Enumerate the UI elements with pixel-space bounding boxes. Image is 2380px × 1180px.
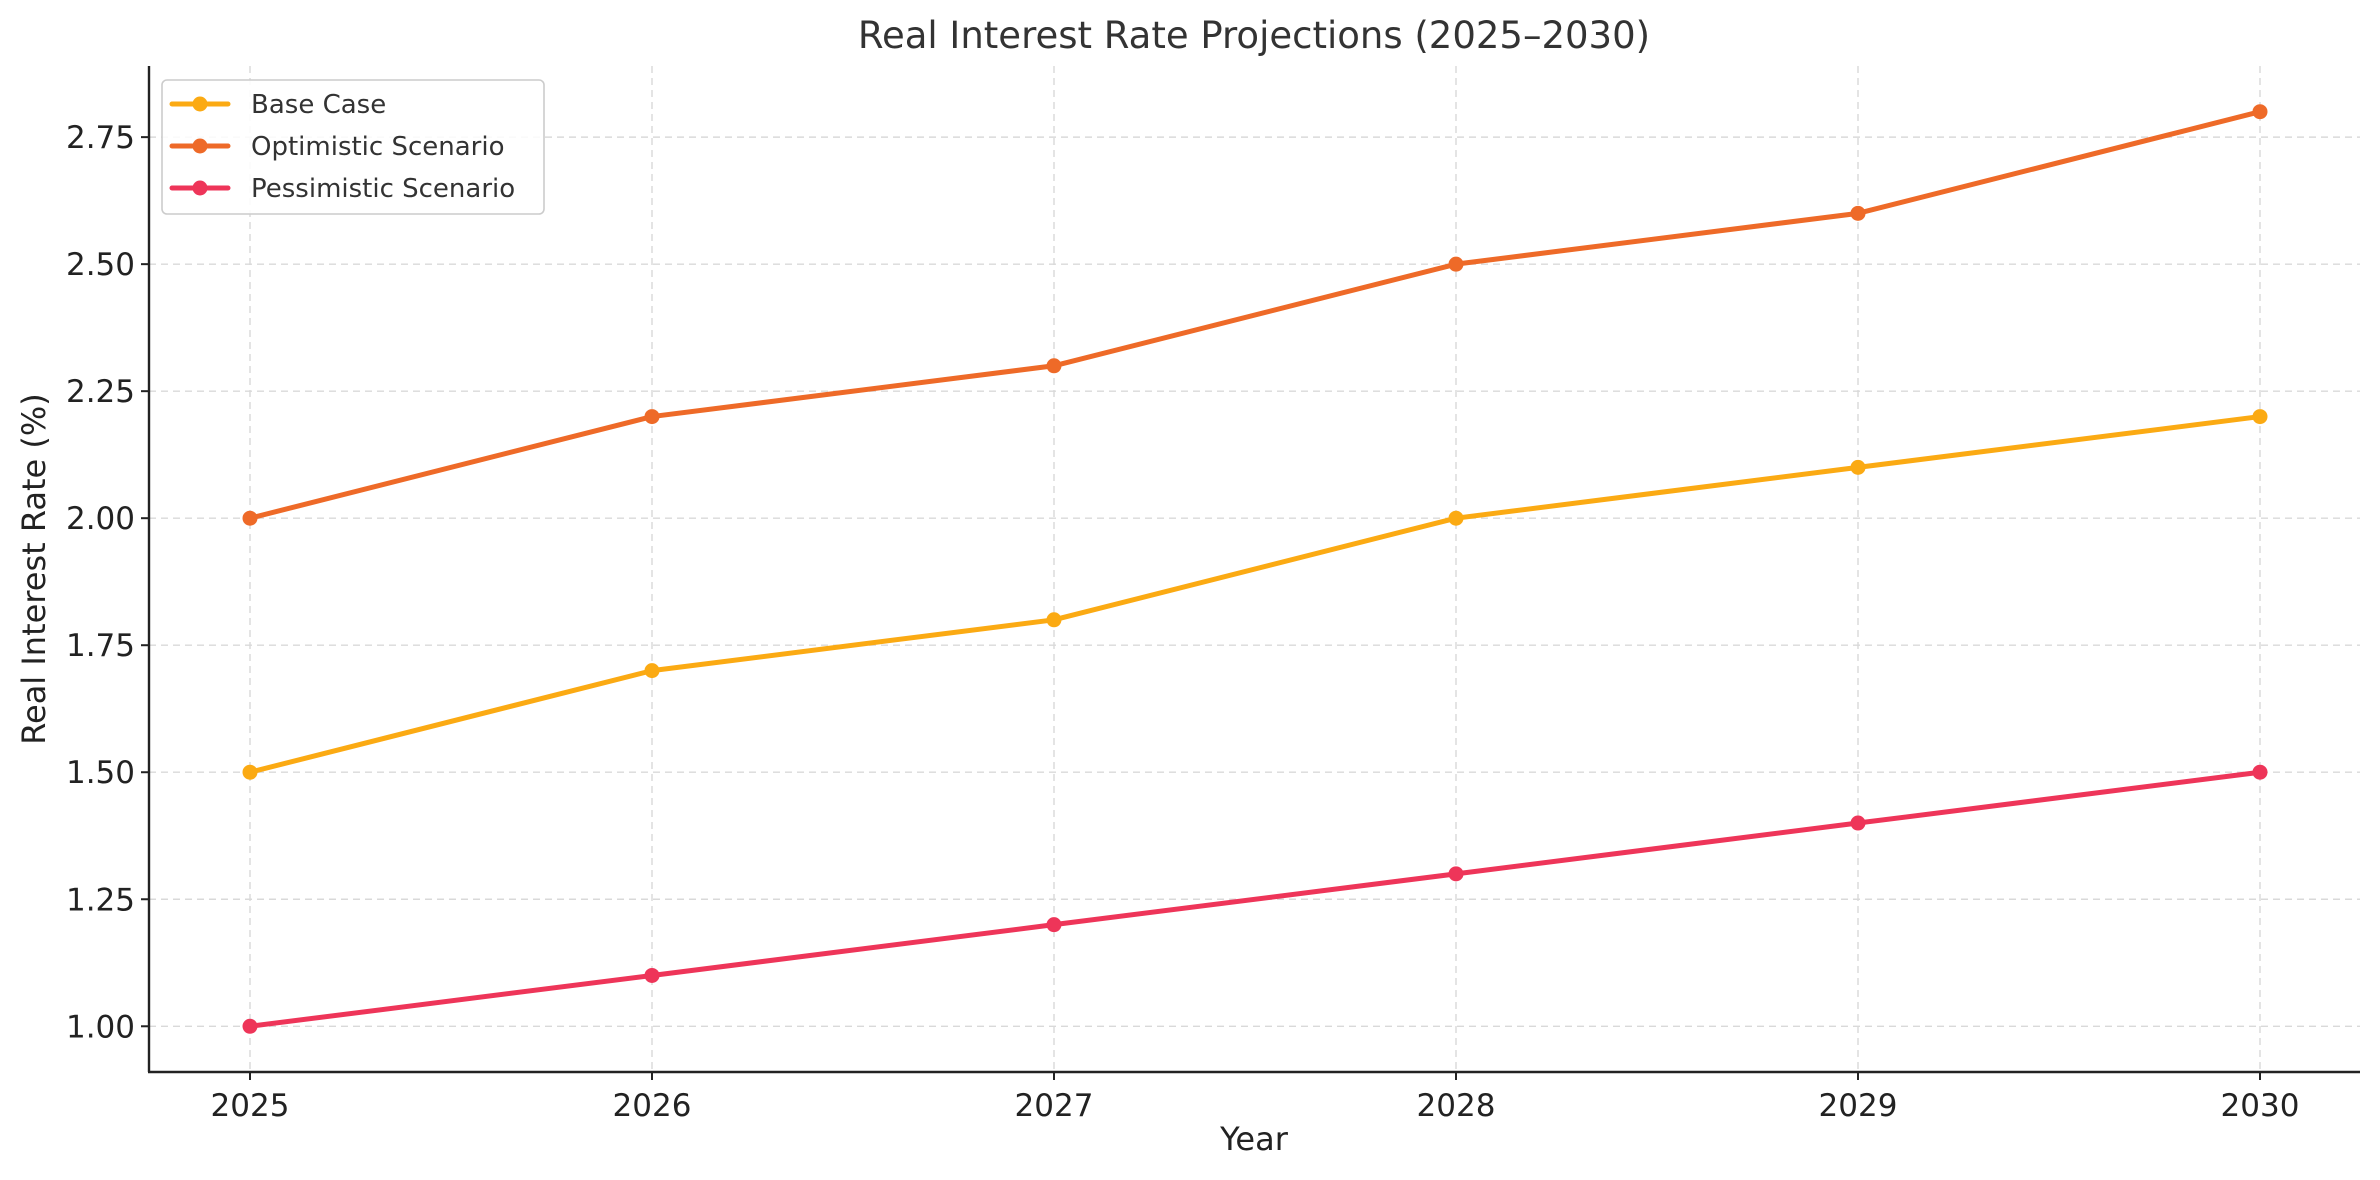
data-point-pessimistic-scenario [1448, 866, 1464, 882]
data-point-pessimistic-scenario [242, 1018, 258, 1034]
data-point-base-case [644, 663, 660, 679]
legend-item-base-case: Base Case [169, 90, 386, 120]
data-point-base-case [1448, 510, 1464, 526]
y-tick-label: 2.50 [66, 247, 135, 283]
x-tick-label: 2028 [1417, 1088, 1496, 1124]
x-tick-label: 2030 [2221, 1088, 2300, 1124]
data-point-base-case [2252, 409, 2268, 425]
data-point-base-case [242, 764, 258, 780]
data-point-optimistic-scenario [2252, 104, 2268, 120]
data-point-optimistic-scenario [1448, 256, 1464, 272]
x-tick-label: 2027 [1015, 1088, 1094, 1124]
data-point-optimistic-scenario [1046, 358, 1062, 374]
series-line-pessimistic-scenario [247, 769, 2263, 1029]
x-axis-ticks: 2025 2026 2027 2028 2029 2030 [211, 1072, 2300, 1124]
series-line-base-case [247, 414, 2263, 775]
chart-title: Real Interest Rate Projections (2025–203… [858, 14, 1650, 57]
y-tick-label: 2.00 [66, 501, 135, 537]
y-tick-label: 1.25 [66, 882, 135, 918]
legend-label: Base Case [251, 90, 386, 120]
y-tick-label: 1.50 [66, 755, 135, 791]
data-point-optimistic-scenario [242, 510, 258, 526]
legend-swatch-marker [192, 96, 208, 112]
series-pessimistic-scenario [242, 764, 2268, 1034]
legend: Base Case Optimistic Scenario Pessimistic … [161, 79, 545, 215]
legend-label: Pessimistic Scenario [251, 174, 515, 204]
data-point-optimistic-scenario [1850, 205, 1866, 221]
legend-frame [161, 79, 545, 215]
data-point-pessimistic-scenario [1046, 917, 1062, 933]
data-point-pessimistic-scenario [1850, 815, 1866, 831]
legend-swatch-marker [192, 180, 208, 196]
y-tick-label: 2.25 [66, 374, 135, 410]
y-axis-label: Real Interest Rate (%) [15, 393, 53, 745]
x-tick-label: 2029 [1819, 1088, 1898, 1124]
data-point-pessimistic-scenario [644, 967, 660, 983]
x-tick-label: 2025 [211, 1088, 290, 1124]
data-point-base-case [1850, 459, 1866, 475]
series-base-case [242, 409, 2268, 780]
data-point-optimistic-scenario [644, 409, 660, 425]
series-line-optimistic-scenario [247, 109, 2263, 521]
y-tick-label: 2.75 [66, 120, 135, 156]
legend-item-pessimistic-scenario: Pessimistic Scenario [169, 174, 515, 204]
y-tick-label: 1.00 [66, 1009, 135, 1045]
legend-swatch-marker [192, 138, 208, 154]
x-tick-label: 2026 [613, 1088, 692, 1124]
data-point-base-case [1046, 612, 1062, 628]
y-axis-ticks: 1.00 1.25 1.50 1.75 2.00 2.25 2.50 2.75 [66, 120, 149, 1045]
data-point-pessimistic-scenario [2252, 764, 2268, 780]
x-axis-label: Year [1219, 1120, 1289, 1158]
y-tick-label: 1.75 [66, 628, 135, 664]
legend-item-optimistic-scenario: Optimistic Scenario [169, 132, 505, 162]
series-layer [242, 104, 2268, 1034]
series-optimistic-scenario [242, 104, 2268, 526]
legend-label: Optimistic Scenario [251, 132, 505, 162]
